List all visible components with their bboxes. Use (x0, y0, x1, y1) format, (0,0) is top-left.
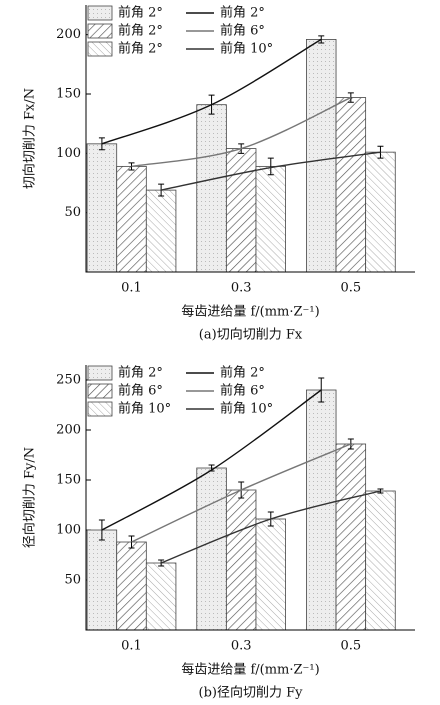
legend-label: 前角 6° (118, 383, 163, 399)
legend-swatch (87, 23, 113, 39)
bar (306, 389, 337, 631)
x-tick-label: 0.1 (121, 639, 142, 654)
legend-label: 前角 10° (220, 401, 273, 417)
x-tick-label: 0.5 (341, 639, 362, 654)
x-tick-label: 0.3 (231, 639, 252, 654)
bar (145, 189, 177, 273)
error-bar (377, 145, 384, 159)
line (131, 443, 352, 543)
legend-label: 前角 2° (118, 23, 163, 39)
bar (86, 143, 118, 273)
bar (365, 490, 396, 631)
bar (225, 489, 257, 631)
bar (196, 467, 227, 631)
legend-label: 前角 2° (220, 365, 265, 381)
y-tick-label: 150 (56, 87, 81, 102)
legend-label: 前角 6° (220, 23, 265, 39)
line (101, 389, 322, 531)
bar (335, 97, 367, 273)
line (131, 96, 352, 168)
error-bar (267, 157, 274, 176)
bar (86, 529, 118, 631)
chart-title: (a)切向切削力 Fx (199, 327, 303, 343)
y-tick-label: 100 (56, 146, 81, 161)
legend-label: 前角 6° (220, 383, 265, 399)
legend-swatch (87, 401, 113, 417)
bar (116, 541, 147, 631)
y-axis-label: 径向切削力 Fy/N (22, 447, 38, 548)
axis (85, 5, 415, 273)
bar (365, 151, 396, 273)
legend-swatch (87, 383, 113, 399)
bar (145, 562, 177, 631)
axis (85, 365, 415, 631)
x-axis-label: 每齿进给量 f/(mm·Z⁻¹) (181, 662, 319, 678)
legend-label: 前角 2° (220, 5, 265, 21)
bar (225, 148, 257, 273)
line (160, 490, 381, 564)
line (101, 38, 322, 145)
legend-label: 前角 2° (118, 41, 163, 57)
y-tick-label: 250 (56, 373, 81, 388)
y-tick-label: 100 (56, 523, 81, 538)
x-axis-label: 每齿进给量 f/(mm·Z⁻¹) (181, 304, 319, 320)
bar (255, 518, 286, 631)
legend-label: 前角 10° (118, 401, 171, 417)
y-tick-label: 150 (56, 473, 81, 488)
bar (255, 165, 286, 273)
error-bar (318, 35, 325, 44)
y-axis-label: 切向切削力 Fx/N (22, 88, 38, 189)
y-tick-label: 50 (64, 573, 81, 588)
line (160, 151, 381, 191)
x-tick-label: 0.5 (341, 281, 362, 296)
x-tick-label: 0.3 (231, 281, 252, 296)
bar (335, 443, 367, 631)
bar (306, 39, 337, 273)
legend-label: 前角 10° (220, 41, 273, 57)
legend-label: 前角 2° (118, 5, 163, 21)
bar (116, 165, 147, 273)
bar (196, 104, 227, 273)
legend-label: 前角 2° (118, 365, 163, 381)
legend-swatch (87, 41, 113, 57)
legend-swatch (87, 5, 113, 21)
x-tick-label: 0.1 (121, 281, 142, 296)
chart-title: (b)径向切削力 Fy (199, 685, 304, 701)
legend-swatch (87, 365, 113, 381)
y-tick-label: 50 (64, 205, 81, 220)
y-tick-label: 200 (56, 423, 81, 438)
y-tick-label: 200 (56, 27, 81, 42)
